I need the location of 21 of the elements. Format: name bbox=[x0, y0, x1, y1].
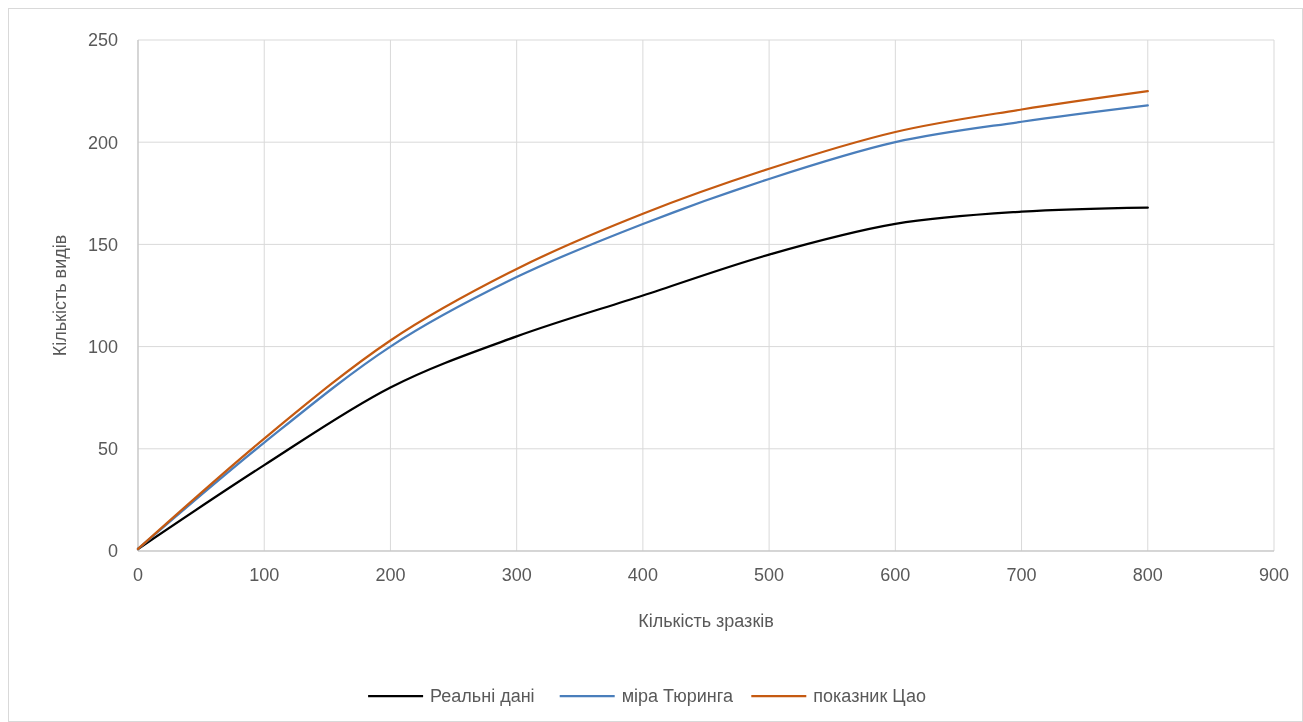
y-axis-title: Кількість видів bbox=[50, 234, 70, 357]
y-tick-label: 200 bbox=[87, 132, 118, 153]
y-tick-label: 150 bbox=[87, 234, 118, 255]
x-axis-title: Кількість зразків bbox=[638, 611, 774, 631]
y-tick-label: 250 bbox=[87, 30, 118, 51]
x-tick-label: 900 bbox=[1258, 565, 1290, 585]
x-tick-label: 600 bbox=[880, 565, 911, 585]
y-tick-label: 0 bbox=[107, 541, 118, 562]
x-tick-label: 500 bbox=[754, 565, 785, 585]
x-tick-label: 800 bbox=[1132, 565, 1163, 585]
legend-label: міра Тюринга bbox=[621, 686, 734, 707]
legend-label: Реальні дані bbox=[430, 686, 535, 707]
y-tick-label: 100 bbox=[87, 336, 118, 357]
x-tick-label: 400 bbox=[627, 565, 658, 585]
x-tick-label: 200 bbox=[375, 565, 406, 585]
legend-label: показник Цао bbox=[813, 686, 926, 707]
y-tick-label: 50 bbox=[97, 439, 118, 460]
x-tick-label: 700 bbox=[1006, 565, 1037, 585]
x-tick-label: 100 bbox=[249, 565, 280, 585]
x-tick-label: 0 bbox=[132, 565, 144, 585]
x-tick-label: 300 bbox=[501, 565, 532, 585]
